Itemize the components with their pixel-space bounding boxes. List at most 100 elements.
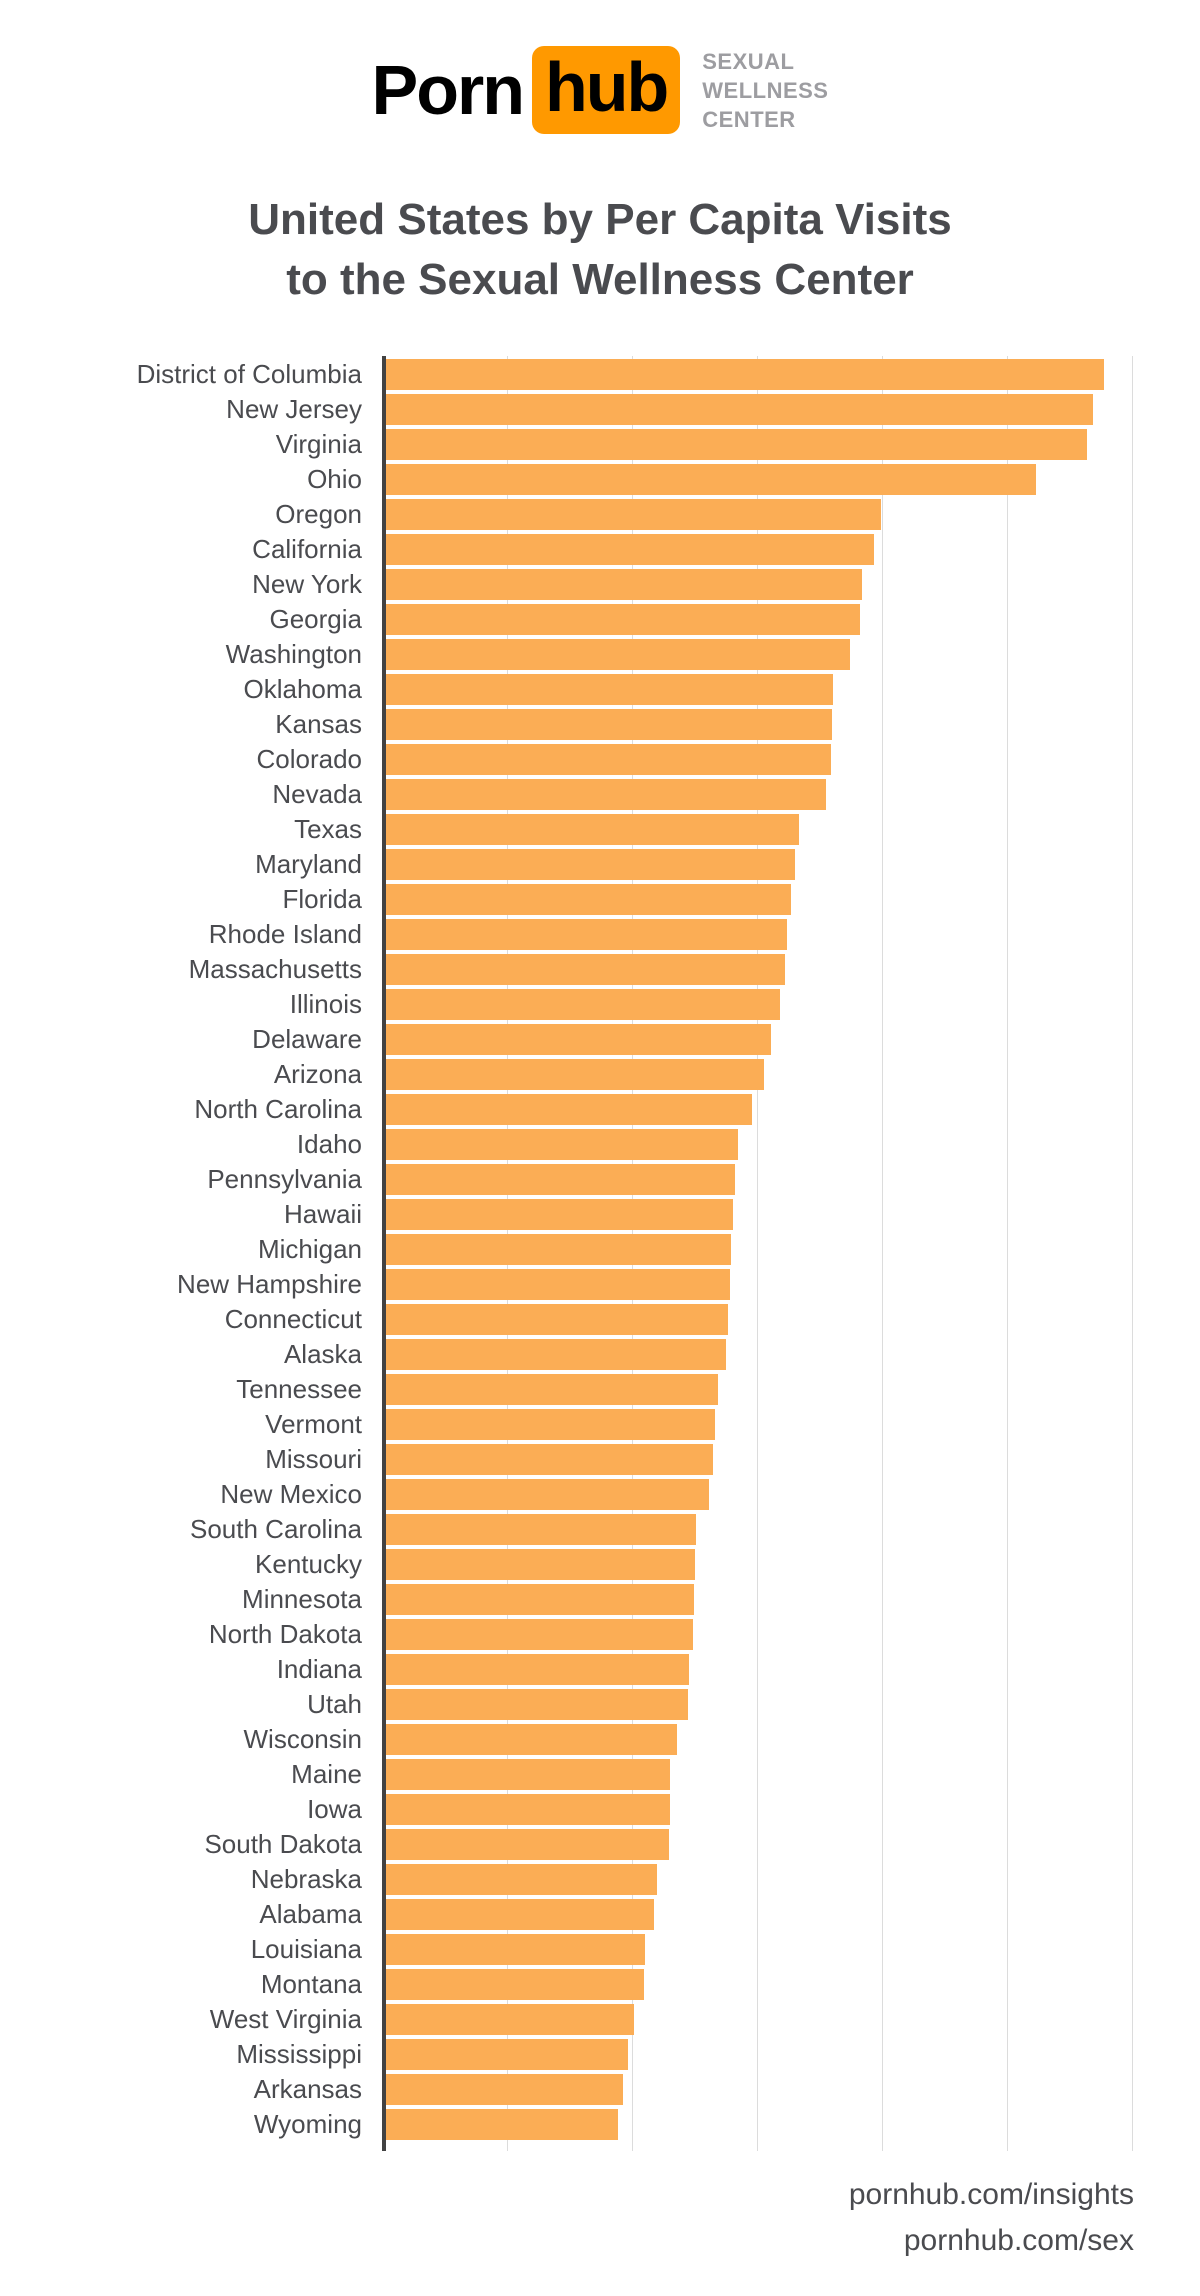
state-label: Wyoming bbox=[253, 2109, 362, 2139]
state-bar bbox=[386, 1444, 713, 1475]
state-bar bbox=[386, 1199, 733, 1230]
state-bar bbox=[386, 954, 786, 985]
state-bar bbox=[386, 1339, 727, 1370]
chart-row: Kansas bbox=[0, 707, 1200, 742]
state-label: Massachusetts bbox=[188, 954, 362, 984]
chart-row: Missouri bbox=[0, 1442, 1200, 1477]
state-bar bbox=[386, 569, 862, 600]
state-bar bbox=[386, 1934, 645, 1965]
state-label: Washington bbox=[225, 639, 362, 669]
state-label: Indiana bbox=[276, 1654, 362, 1684]
chart-row: Rhode Island bbox=[0, 917, 1200, 952]
state-label: Rhode Island bbox=[208, 919, 362, 949]
logo-sub-line-2: WELLNESS bbox=[702, 77, 829, 103]
chart-row: New Jersey bbox=[0, 392, 1200, 427]
state-label: Nebraska bbox=[250, 1864, 362, 1894]
chart-row: Arkansas bbox=[0, 2072, 1200, 2107]
state-bar bbox=[386, 1829, 669, 1860]
state-bar bbox=[386, 849, 795, 880]
state-bar bbox=[386, 1234, 731, 1265]
state-bar bbox=[386, 1549, 695, 1580]
chart-row: Montana bbox=[0, 1967, 1200, 2002]
state-bar bbox=[386, 1584, 694, 1615]
per-capita-visits-bar-chart: District of Columbia New Jersey Virginia Oh… bbox=[0, 356, 1200, 2151]
chart-rows: District of Columbia New Jersey Virginia Oh… bbox=[0, 357, 1200, 2142]
state-bar bbox=[386, 1094, 752, 1125]
chart-row: Georgia bbox=[0, 602, 1200, 637]
state-bar bbox=[386, 814, 799, 845]
chart-row: New Hampshire bbox=[0, 1267, 1200, 1302]
state-bar bbox=[386, 1724, 677, 1755]
state-bar bbox=[386, 394, 1093, 425]
state-bar bbox=[386, 2109, 618, 2140]
state-label: Missouri bbox=[265, 1444, 362, 1474]
chart-row: Virginia bbox=[0, 427, 1200, 462]
chart-row: Minnesota bbox=[0, 1582, 1200, 1617]
chart-row: Delaware bbox=[0, 1022, 1200, 1057]
state-bar bbox=[386, 884, 791, 915]
state-bar bbox=[386, 2039, 628, 2070]
state-label: Kentucky bbox=[255, 1549, 362, 1579]
state-bar bbox=[386, 919, 788, 950]
chart-row: Arizona bbox=[0, 1057, 1200, 1092]
state-label: South Dakota bbox=[204, 1829, 362, 1859]
chart-row: Indiana bbox=[0, 1652, 1200, 1687]
state-bar bbox=[386, 464, 1036, 495]
page-title-line-2: to the Sexual Wellness Center bbox=[286, 255, 914, 304]
state-label: Illinois bbox=[289, 989, 362, 1019]
chart-row: Florida bbox=[0, 882, 1200, 917]
page-title: United States by Per Capita Visits to th… bbox=[0, 190, 1200, 310]
state-bar bbox=[386, 1689, 688, 1720]
state-bar bbox=[386, 1479, 710, 1510]
logo-sub-line-1: SEXUAL bbox=[702, 48, 795, 74]
state-label: Hawaii bbox=[283, 1199, 362, 1229]
chart-row: Illinois bbox=[0, 987, 1200, 1022]
chart-row: Nevada bbox=[0, 777, 1200, 812]
chart-row: Connecticut bbox=[0, 1302, 1200, 1337]
state-bar bbox=[386, 1269, 730, 1300]
state-bar bbox=[386, 639, 850, 670]
state-label: Arkansas bbox=[253, 2074, 362, 2104]
state-label: Vermont bbox=[265, 1409, 362, 1439]
state-bar bbox=[386, 1864, 658, 1895]
chart-row: Washington bbox=[0, 637, 1200, 672]
state-label: Utah bbox=[307, 1689, 362, 1719]
chart-row: Oregon bbox=[0, 497, 1200, 532]
state-bar bbox=[386, 1619, 693, 1650]
sexual-wellness-center-label: SEXUAL WELLNESS CENTER bbox=[702, 47, 828, 134]
state-bar bbox=[386, 604, 860, 635]
state-label: Montana bbox=[260, 1969, 362, 1999]
state-label: Connecticut bbox=[224, 1304, 362, 1334]
state-label: Nevada bbox=[272, 779, 362, 809]
state-bar bbox=[386, 1164, 735, 1195]
state-label: Oregon bbox=[275, 499, 362, 529]
state-label: Idaho bbox=[296, 1129, 362, 1159]
state-bar bbox=[386, 1409, 715, 1440]
state-label: Alaska bbox=[283, 1339, 362, 1369]
chart-row: Michigan bbox=[0, 1232, 1200, 1267]
state-label: Maryland bbox=[255, 849, 362, 879]
state-label: South Carolina bbox=[190, 1514, 362, 1544]
logo-sub-line-3: CENTER bbox=[702, 106, 796, 132]
chart-row: Pennsylvania bbox=[0, 1162, 1200, 1197]
gridline bbox=[757, 356, 758, 2151]
state-label: Delaware bbox=[252, 1024, 362, 1054]
state-label: New Hampshire bbox=[177, 1269, 362, 1299]
state-label: Texas bbox=[294, 814, 362, 844]
state-bar bbox=[386, 2004, 634, 2035]
chart-row: Alaska bbox=[0, 1337, 1200, 1372]
sex-url-text: pornhub.com/sex bbox=[903, 2224, 1134, 2257]
state-bar bbox=[386, 1374, 718, 1405]
chart-row: South Carolina bbox=[0, 1512, 1200, 1547]
state-label: Ohio bbox=[307, 464, 362, 494]
page-title-line-1: United States by Per Capita Visits bbox=[248, 195, 952, 244]
chart-row: Utah bbox=[0, 1687, 1200, 1722]
chart-row: Oklahoma bbox=[0, 672, 1200, 707]
chart-row: Kentucky bbox=[0, 1547, 1200, 1582]
state-bar bbox=[386, 1969, 644, 2000]
chart-row: New Mexico bbox=[0, 1477, 1200, 1512]
hub-orange-badge: hub bbox=[531, 46, 681, 134]
chart-row: Maine bbox=[0, 1757, 1200, 1792]
footer-urls: pornhub.com/insights pornhub.com/sex bbox=[849, 2172, 1134, 2264]
state-label: Michigan bbox=[257, 1234, 362, 1264]
